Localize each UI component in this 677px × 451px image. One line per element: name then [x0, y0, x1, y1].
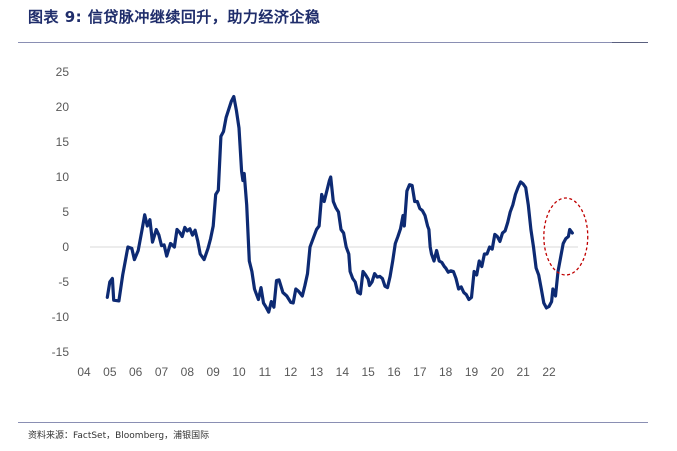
x-tick-label: 12	[284, 365, 298, 379]
x-tick-label: 13	[310, 365, 324, 379]
x-tick-label: 19	[465, 365, 479, 379]
x-tick-label: 15	[361, 365, 375, 379]
y-tick-label: 10	[56, 170, 70, 184]
x-tick-label: 20	[491, 365, 505, 379]
x-tick-label: 05	[103, 365, 117, 379]
bottom-divider	[18, 422, 648, 423]
x-tick-label: 22	[542, 365, 556, 379]
series-line	[105, 94, 574, 314]
page-title: 图表 9: 信贷脉冲继续回升，助力经济企稳	[28, 8, 321, 26]
x-tick-label: 09	[206, 365, 220, 379]
x-tick-label: 06	[129, 365, 143, 379]
x-tick-label: 10	[232, 365, 246, 379]
y-axis-ticks: 25 20 15 10 5 0 -5 -10 -15	[52, 65, 70, 359]
y-tick-label: -15	[52, 345, 70, 359]
y-tick-label: 20	[56, 100, 70, 114]
y-tick-label: -10	[52, 310, 70, 324]
x-tick-label: 08	[181, 365, 195, 379]
y-tick-label: 15	[56, 135, 70, 149]
y-tick-label: 5	[62, 205, 69, 219]
x-tick-label: 21	[516, 365, 530, 379]
x-tick-label: 07	[155, 365, 169, 379]
x-tick-label: 11	[259, 365, 272, 379]
y-tick-label: 25	[56, 65, 70, 79]
x-tick-label: 16	[387, 365, 401, 379]
top-divider	[18, 42, 648, 43]
y-tick-label: 0	[62, 240, 69, 254]
x-tick-label: 04	[77, 365, 91, 379]
top-divider-accent	[612, 42, 648, 43]
x-tick-label: 17	[413, 365, 427, 379]
x-tick-label: 18	[439, 365, 453, 379]
x-tick-label: 14	[336, 365, 350, 379]
x-axis-ticks: 04 05 06 07 08 09 10 11 12 13 14 15 16 17 18 19 20 21 22	[77, 365, 556, 379]
source-note: 资料来源：FactSet，Bloomberg，浦银国际	[28, 431, 210, 441]
highlight-ellipse	[543, 197, 589, 276]
y-tick-label: -5	[58, 275, 69, 289]
